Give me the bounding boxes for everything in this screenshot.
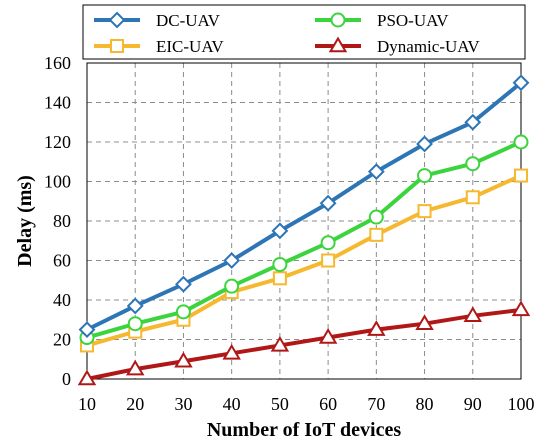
y-tick-label: 60 — [53, 251, 71, 271]
data-point-dynamic-uav — [318, 328, 338, 344]
series-line-eic-uav — [86, 173, 522, 348]
legend-item: DC-UAV — [94, 11, 221, 30]
series-layer — [77, 74, 531, 386]
data-point-pso-uav — [175, 304, 191, 320]
x-axis-ticks: 10 20 30 40 50 60 70 80 90 100 — [78, 394, 535, 414]
data-point-dc-uav — [416, 135, 433, 153]
data-point-dc-uav — [175, 275, 192, 293]
data-point-pso-uav — [465, 156, 481, 172]
data-point-pso-uav — [417, 168, 433, 184]
data-point-dc-uav — [126, 297, 144, 315]
data-point-dc-uav — [367, 163, 385, 181]
legend-label: EIC-UAV — [156, 37, 224, 56]
data-point-dc-uav — [319, 194, 337, 212]
x-tick-label: 30 — [174, 394, 192, 414]
legend-item: EIC-UAV — [94, 37, 224, 56]
y-tick-label: 160 — [44, 53, 71, 73]
data-point-dynamic-uav — [511, 300, 531, 317]
legend-label: PSO-UAV — [377, 11, 449, 30]
data-point-eic-uav — [321, 253, 336, 268]
series-dc-uav — [78, 74, 530, 339]
data-point-dynamic-uav — [463, 306, 483, 323]
legend-marker — [110, 39, 124, 53]
legend-item: PSO-UAV — [315, 11, 449, 30]
data-point-pso-uav — [368, 209, 384, 225]
legend-label: DC-UAV — [156, 11, 221, 30]
y-tick-label: 80 — [53, 211, 71, 231]
x-tick-label: 10 — [78, 394, 96, 414]
data-point-dynamic-uav — [125, 359, 145, 376]
data-point-eic-uav — [369, 227, 384, 242]
x-tick-label: 70 — [367, 394, 385, 414]
y-axis-ticks: 0 20 40 60 80 100 120 140 160 — [44, 53, 71, 389]
series-pso-uav — [79, 134, 529, 346]
grid — [87, 63, 521, 379]
series-line-dynamic-uav — [86, 307, 522, 381]
y-tick-label: 140 — [44, 93, 71, 113]
x-tick-label: 90 — [464, 394, 482, 414]
data-point-pso-uav — [224, 278, 240, 294]
y-axis-title: Delay (ms) — [14, 175, 36, 267]
y-tick-label: 100 — [44, 172, 71, 192]
x-tick-label: 60 — [319, 394, 337, 414]
y-tick-label: 120 — [44, 132, 71, 152]
data-point-dc-uav — [464, 113, 482, 131]
data-point-dc-uav — [512, 74, 530, 92]
data-point-dynamic-uav — [415, 314, 434, 330]
legend-label: Dynamic-UAV — [377, 37, 480, 56]
data-point-eic-uav — [272, 271, 287, 286]
x-tick-label: 20 — [126, 394, 144, 414]
data-point-dynamic-uav — [222, 343, 241, 360]
data-point-pso-uav — [272, 256, 288, 272]
data-point-dynamic-uav — [367, 320, 386, 336]
data-point-pso-uav — [320, 235, 336, 251]
data-point-dc-uav — [78, 321, 96, 339]
legend: DC-UAV PSO-UAV EIC-UAV Dynamic-UAV — [82, 4, 526, 60]
series-line-pso-uav — [86, 140, 522, 340]
series-dynamic-uav — [77, 300, 531, 386]
x-axis-title: Number of IoT devices — [207, 419, 401, 441]
data-point-dynamic-uav — [270, 335, 290, 352]
data-point-pso-uav — [513, 134, 529, 150]
y-tick-label: 40 — [53, 290, 71, 310]
legend-marker — [328, 36, 348, 53]
data-point-eic-uav — [465, 190, 480, 205]
data-point-dynamic-uav — [174, 351, 193, 368]
y-tick-label: 20 — [53, 330, 71, 350]
x-tick-label: 100 — [508, 394, 535, 414]
x-tick-label: 40 — [223, 394, 241, 414]
x-tick-label: 50 — [271, 394, 289, 414]
legend-box — [82, 4, 526, 60]
data-point-dc-uav — [223, 252, 241, 269]
legend-item: Dynamic-UAV — [315, 36, 480, 56]
legend-marker — [108, 11, 126, 29]
y-tick-label: 0 — [62, 369, 71, 389]
legend-marker — [330, 12, 346, 28]
plot-frame — [86, 62, 522, 380]
data-point-dc-uav — [271, 222, 289, 240]
data-point-dynamic-uav — [77, 369, 97, 386]
data-point-eic-uav — [417, 204, 432, 219]
data-point-pso-uav — [127, 316, 143, 332]
x-tick-label: 80 — [416, 394, 434, 414]
series-line-dc-uav — [86, 81, 523, 332]
data-point-eic-uav — [514, 168, 528, 183]
